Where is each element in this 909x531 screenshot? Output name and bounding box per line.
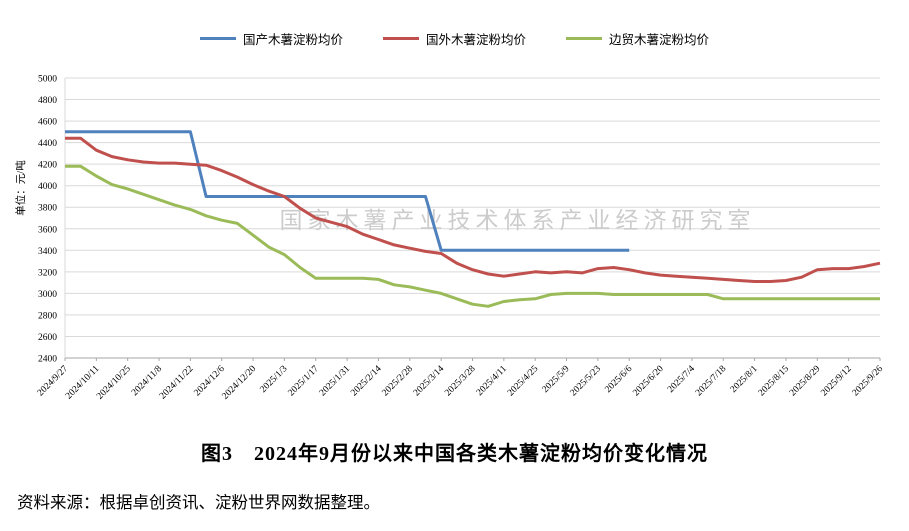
- x-tick-label: 2025/3/28: [443, 364, 477, 398]
- x-tick-label: 2025/6/20: [631, 364, 665, 398]
- y-tick-label: 2800: [38, 311, 57, 321]
- x-tick-label: 2025/5/9: [541, 364, 572, 395]
- x-tick-label: 2025/1/3: [259, 364, 290, 395]
- x-tick-label: 2025/8/15: [757, 364, 791, 398]
- x-tick-label: 2025/2/14: [349, 364, 383, 398]
- series-line-domestic: [65, 130, 630, 252]
- y-tick-label: 3400: [38, 247, 57, 257]
- price-line-chart: 2400 2600 2800 3000 3200 3400 3600 3800 4000 4200…: [14, 75, 885, 402]
- y-tick-label: 2600: [38, 333, 57, 343]
- y-tick-label: 4400: [38, 139, 57, 149]
- x-tick-label: 2025/1/17: [287, 364, 321, 398]
- x-tick-label: 2025/1/31: [318, 364, 352, 398]
- y-axis-title: 单位：元/吨: [14, 160, 27, 216]
- y-tick-label: 3000: [38, 290, 57, 300]
- x-tick-label: 2025/9/12: [819, 364, 853, 398]
- legend-line-swatch-red: [382, 37, 419, 40]
- legend-label-foreign: 国外木薯淀粉均价: [425, 33, 526, 47]
- y-tick-label: 3600: [38, 225, 57, 235]
- y-tick-label: 4800: [38, 96, 57, 106]
- y-tick-label: 2400: [38, 355, 57, 365]
- y-tick-label: 3200: [38, 268, 57, 278]
- x-tick-label: 2025/6/6: [603, 364, 634, 395]
- legend-line-swatch-blue: [199, 37, 236, 40]
- x-tick-label: 2025/8/1: [729, 364, 760, 395]
- x-tick-label: 2025/8/29: [788, 364, 822, 398]
- x-tick-label: 2025/7/18: [694, 364, 728, 398]
- watermark: 国家木薯产业技术体系产业经济研究室: [280, 208, 756, 233]
- series-line-border-trade: [65, 164, 880, 308]
- y-tick-label: 4600: [38, 118, 57, 128]
- x-tick-label: 2025/2/28: [381, 364, 415, 398]
- legend-item-domestic: 国产木薯淀粉均价: [199, 29, 343, 48]
- y-tick-label: 5000: [38, 75, 57, 85]
- legend-item-border-trade: 边贸木薯淀粉均价: [566, 29, 709, 48]
- legend-label-border-trade: 边贸木薯淀粉均价: [609, 33, 710, 47]
- x-tick-label: 2025/7/4: [666, 364, 697, 395]
- chart-legend: 国产木薯淀粉均价 国外木薯淀粉均价 边贸木薯淀粉均价: [0, 29, 909, 48]
- x-tick-label: 2025/4/11: [475, 364, 509, 398]
- x-tick-label: 2024/12/20: [221, 364, 259, 402]
- figure-caption: 图3 2024年9月份以来中国各类木薯淀粉均价变化情况: [201, 443, 708, 465]
- x-tick-label: 2025/5/23: [569, 364, 603, 398]
- x-tick-label: 2025/3/14: [412, 364, 446, 398]
- x-tick-label: 2024/11/22: [158, 364, 196, 402]
- x-tick-label: 2025/4/25: [506, 364, 540, 398]
- legend-line-swatch-green: [566, 37, 602, 40]
- legend-item-foreign: 国外木薯淀粉均价: [382, 29, 526, 48]
- y-tick-label: 4000: [38, 182, 57, 192]
- x-tick-label: 2025/9/26: [851, 364, 885, 398]
- legend-label-domestic: 国产木薯淀粉均价: [242, 33, 343, 47]
- x-tick-label: 2024/10/25: [95, 364, 133, 402]
- data-source: 资料来源：根据卓创资讯、淀粉世界网数据整理。: [17, 493, 380, 512]
- series-line-foreign: [65, 136, 881, 283]
- y-tick-label: 4200: [38, 161, 57, 171]
- y-tick-label: 3800: [38, 204, 57, 214]
